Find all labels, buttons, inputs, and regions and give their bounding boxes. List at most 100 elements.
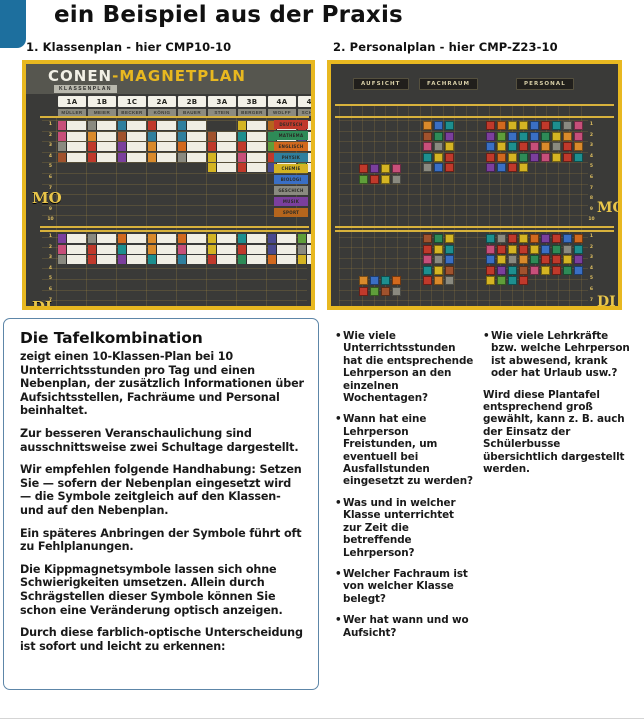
lesson-magnet[interactable] bbox=[118, 142, 146, 152]
legend-item[interactable]: ENGLISCH bbox=[274, 142, 308, 151]
lesson-magnet[interactable] bbox=[268, 255, 296, 265]
lesson-magnet[interactable] bbox=[118, 131, 146, 141]
lesson-magnet[interactable] bbox=[298, 244, 311, 254]
lesson-magnet[interactable] bbox=[298, 255, 311, 265]
personnel-magnet[interactable] bbox=[392, 286, 401, 296]
personnel-magnet[interactable] bbox=[552, 142, 561, 152]
personnel-magnet[interactable] bbox=[508, 276, 517, 286]
personnel-magnet[interactable] bbox=[423, 121, 432, 130]
personnel-magnet[interactable] bbox=[530, 255, 539, 265]
personnel-magnet[interactable] bbox=[508, 234, 517, 243]
lesson-magnet[interactable] bbox=[178, 244, 206, 254]
lesson-magnet[interactable] bbox=[178, 121, 206, 130]
personnel-magnet[interactable] bbox=[508, 244, 517, 254]
personnel-magnet[interactable] bbox=[434, 276, 443, 286]
lesson-magnet[interactable] bbox=[208, 142, 236, 152]
lesson-magnet[interactable] bbox=[208, 163, 236, 173]
lesson-magnet[interactable] bbox=[178, 234, 206, 243]
personnel-magnet[interactable] bbox=[370, 276, 379, 285]
lesson-magnet[interactable] bbox=[88, 244, 116, 254]
legend-item[interactable]: CHEMIE bbox=[274, 164, 308, 173]
personnel-magnet[interactable] bbox=[392, 164, 401, 173]
lesson-magnet[interactable] bbox=[58, 244, 86, 254]
personnel-magnet[interactable] bbox=[359, 276, 368, 285]
personnel-magnet[interactable] bbox=[519, 163, 528, 173]
personnel-magnet[interactable] bbox=[486, 234, 495, 243]
personnel-magnet[interactable] bbox=[519, 265, 528, 275]
personnel-magnet[interactable] bbox=[381, 286, 390, 296]
legend-item[interactable]: MUSIK bbox=[274, 197, 308, 206]
personnel-magnet[interactable] bbox=[541, 265, 550, 275]
personnel-magnet[interactable] bbox=[434, 152, 443, 162]
personnel-magnet[interactable] bbox=[552, 152, 561, 162]
lesson-magnet[interactable] bbox=[118, 152, 146, 162]
personnel-magnet[interactable] bbox=[445, 163, 454, 173]
personnel-magnet[interactable] bbox=[508, 152, 517, 162]
class-column-header[interactable]: 1C BECKER bbox=[118, 96, 146, 116]
personnel-magnet[interactable] bbox=[486, 255, 495, 265]
lesson-magnet[interactable] bbox=[148, 152, 176, 162]
personnel-magnet[interactable] bbox=[370, 174, 379, 184]
personnel-magnet[interactable] bbox=[552, 244, 561, 254]
personnel-magnet[interactable] bbox=[359, 174, 368, 184]
personnel-magnet[interactable] bbox=[486, 152, 495, 162]
personnel-magnet[interactable] bbox=[370, 164, 379, 173]
personnel-magnet[interactable] bbox=[519, 244, 528, 254]
personnel-magnet[interactable] bbox=[423, 265, 432, 275]
lesson-magnet[interactable] bbox=[88, 121, 116, 130]
personnel-magnet[interactable] bbox=[370, 286, 379, 296]
personnel-magnet[interactable] bbox=[423, 163, 432, 173]
personnel-magnet[interactable] bbox=[434, 131, 443, 141]
personnel-magnet[interactable] bbox=[530, 265, 539, 275]
personnel-magnet[interactable] bbox=[392, 276, 401, 285]
personnel-magnet[interactable] bbox=[519, 142, 528, 152]
lesson-magnet[interactable] bbox=[238, 234, 266, 243]
personnel-magnet[interactable] bbox=[445, 244, 454, 254]
personnel-magnet[interactable] bbox=[530, 152, 539, 162]
lesson-magnet[interactable] bbox=[298, 234, 311, 243]
personnel-magnet[interactable] bbox=[423, 255, 432, 265]
personnel-magnet[interactable] bbox=[423, 152, 432, 162]
personnel-magnet[interactable] bbox=[445, 255, 454, 265]
personnel-magnet[interactable] bbox=[541, 234, 550, 243]
lesson-magnet[interactable] bbox=[118, 234, 146, 243]
personnel-magnet[interactable] bbox=[541, 255, 550, 265]
personnel-magnet[interactable] bbox=[434, 121, 443, 130]
class-column-header[interactable]: 2A KÖNIG bbox=[148, 96, 176, 116]
personnel-magnet[interactable] bbox=[530, 121, 539, 130]
personnel-magnet[interactable] bbox=[359, 286, 368, 296]
personnel-magnet[interactable] bbox=[381, 164, 390, 173]
personnel-magnet[interactable] bbox=[563, 244, 572, 254]
personnel-magnet[interactable] bbox=[445, 234, 454, 243]
lesson-magnet[interactable] bbox=[88, 255, 116, 265]
personnel-magnet[interactable] bbox=[574, 152, 583, 162]
personnel-magnet[interactable] bbox=[552, 255, 561, 265]
lesson-magnet[interactable] bbox=[148, 234, 176, 243]
personnel-magnet[interactable] bbox=[508, 163, 517, 173]
lesson-magnet[interactable] bbox=[148, 244, 176, 254]
personnel-magnet[interactable] bbox=[486, 142, 495, 152]
lesson-magnet[interactable] bbox=[58, 142, 86, 152]
personnel-magnet[interactable] bbox=[519, 276, 528, 286]
personnel-magnet[interactable] bbox=[574, 142, 583, 152]
lesson-magnet[interactable] bbox=[238, 244, 266, 254]
lesson-magnet[interactable] bbox=[268, 234, 296, 243]
personnel-magnet[interactable] bbox=[541, 152, 550, 162]
lesson-magnet[interactable] bbox=[148, 131, 176, 141]
personnel-magnet[interactable] bbox=[563, 131, 572, 141]
personnel-magnet[interactable] bbox=[445, 265, 454, 275]
personnel-magnet[interactable] bbox=[486, 163, 495, 173]
personnel-magnet[interactable] bbox=[519, 234, 528, 243]
personnel-magnet[interactable] bbox=[563, 234, 572, 243]
personnel-magnet[interactable] bbox=[434, 142, 443, 152]
lesson-magnet[interactable] bbox=[208, 244, 236, 254]
personnel-magnet[interactable] bbox=[423, 131, 432, 141]
legend-item[interactable]: PHYSIK bbox=[274, 153, 308, 162]
lesson-magnet[interactable] bbox=[88, 234, 116, 243]
personnel-magnet[interactable] bbox=[445, 121, 454, 130]
personnel-magnet[interactable] bbox=[497, 265, 506, 275]
personnel-magnet[interactable] bbox=[552, 234, 561, 243]
class-column-header[interactable]: 4A WOLFF bbox=[268, 96, 296, 116]
personnel-magnet[interactable] bbox=[541, 244, 550, 254]
personnel-magnet[interactable] bbox=[530, 131, 539, 141]
